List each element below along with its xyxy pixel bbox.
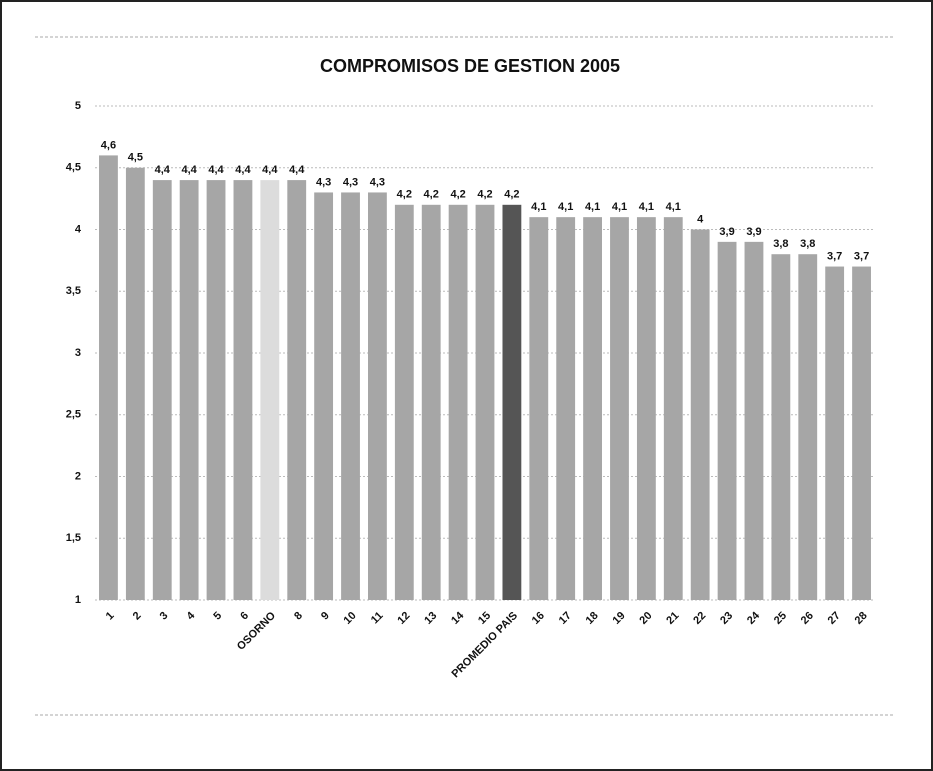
value-label: 4,3 <box>343 176 358 188</box>
bar <box>529 217 549 600</box>
x-tick-label: 22 <box>691 610 708 627</box>
y-tick-label: 5 <box>75 100 81 112</box>
bar <box>556 217 576 600</box>
x-tick-label: 27 <box>826 610 843 627</box>
value-label: 4,2 <box>424 189 439 201</box>
bar <box>368 192 387 600</box>
bar <box>798 254 818 600</box>
y-tick-label: 3 <box>75 347 81 359</box>
value-label: 4,5 <box>128 152 143 164</box>
value-label: 4,2 <box>504 189 519 201</box>
x-tick-label: 15 <box>476 610 493 627</box>
value-label: 4,1 <box>531 201 546 213</box>
value-label: 4,3 <box>370 176 385 188</box>
bar <box>287 180 307 600</box>
x-tick-label: 1 <box>104 610 117 623</box>
value-label: 3,7 <box>854 250 869 262</box>
x-tick-label: 25 <box>772 610 789 627</box>
value-label: 4,4 <box>235 164 251 176</box>
x-tick-label: 13 <box>422 610 439 627</box>
value-label: 4,2 <box>477 189 492 201</box>
value-label: 4,4 <box>289 164 305 176</box>
y-tick-label: 4 <box>75 223 82 235</box>
value-label: 4,4 <box>262 164 278 176</box>
x-tick-label: 2 <box>131 610 144 623</box>
bar <box>475 204 495 601</box>
x-tick-label: 20 <box>637 610 654 627</box>
value-label: 4,1 <box>639 201 654 213</box>
bar <box>314 192 334 600</box>
x-tick-label: 8 <box>292 610 305 623</box>
bar <box>744 241 764 600</box>
bar <box>690 229 710 600</box>
y-tick-label: 2,5 <box>66 409 81 421</box>
bar <box>448 204 468 601</box>
value-label: 4,2 <box>397 189 412 201</box>
value-label: 4,2 <box>450 189 465 201</box>
value-label: 3,8 <box>800 238 815 250</box>
x-tick-label: 5 <box>211 610 224 623</box>
x-tick-label: 10 <box>342 610 359 627</box>
value-label: 3,9 <box>719 226 734 238</box>
x-tick-label: 12 <box>395 610 412 627</box>
bar <box>99 155 118 600</box>
y-tick-label: 1,5 <box>66 532 81 544</box>
bar <box>179 180 199 600</box>
x-tick-label: 21 <box>664 610 681 627</box>
y-tick-label: 3,5 <box>66 285 81 297</box>
bar <box>717 241 737 600</box>
x-tick-label: 9 <box>319 610 332 623</box>
x-tick-label: 14 <box>449 609 467 627</box>
x-tick-label: 11 <box>369 610 386 627</box>
value-label: 4,1 <box>558 201 573 213</box>
bar <box>636 217 656 600</box>
bar <box>583 217 602 600</box>
x-tick-label: 16 <box>530 610 547 627</box>
x-tick-label: 19 <box>611 610 628 627</box>
value-label: 4,1 <box>666 201 681 213</box>
value-label: 4,1 <box>612 201 627 213</box>
x-tick-label: 3 <box>158 610 171 623</box>
bar <box>502 204 522 601</box>
x-tick-label: 17 <box>557 610 574 627</box>
bar <box>771 254 791 600</box>
bar <box>394 204 414 601</box>
x-tick-label: 6 <box>238 610 251 623</box>
bar <box>341 192 360 600</box>
y-tick-label: 4,5 <box>66 162 81 174</box>
bar <box>206 180 226 600</box>
x-tick-label: 26 <box>799 610 816 627</box>
value-label: 4 <box>697 213 704 225</box>
bar <box>260 180 280 600</box>
bar <box>852 266 871 600</box>
chart-title: COMPROMISOS DE GESTION 2005 <box>320 56 620 76</box>
bar <box>825 266 845 600</box>
bar <box>233 180 253 600</box>
value-label: 4,6 <box>101 139 116 151</box>
value-label: 3,8 <box>773 238 788 250</box>
bar <box>610 217 629 600</box>
y-tick-label: 1 <box>75 594 81 606</box>
bar <box>663 217 683 600</box>
x-tick-label: 18 <box>584 610 601 627</box>
value-label: 4,4 <box>181 164 197 176</box>
y-tick-label: 2 <box>75 470 81 482</box>
value-label: 3,9 <box>746 226 761 238</box>
bar <box>125 167 145 600</box>
x-tick-label: 28 <box>853 610 870 627</box>
value-label: 4,3 <box>316 176 331 188</box>
x-tick-label: 4 <box>184 609 197 622</box>
bar <box>421 204 441 601</box>
value-label: 4,1 <box>585 201 600 213</box>
bar <box>152 180 172 600</box>
x-tick-label: 23 <box>718 610 735 627</box>
x-tick-label: 24 <box>745 609 763 627</box>
value-label: 3,7 <box>827 250 842 262</box>
value-label: 4,4 <box>208 164 224 176</box>
value-label: 4,4 <box>155 164 171 176</box>
